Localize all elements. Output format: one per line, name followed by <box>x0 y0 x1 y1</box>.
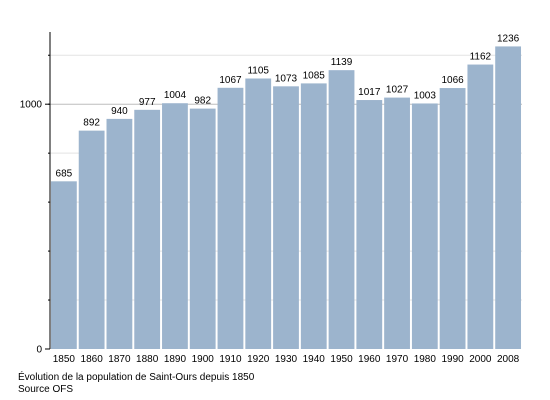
data-label-1980: 1003 <box>414 90 437 101</box>
data-label-1970: 1027 <box>386 85 409 96</box>
x-tick-label-1860: 1860 <box>81 354 104 365</box>
data-label-1920: 1105 <box>247 65 269 76</box>
data-label-1950: 1139 <box>331 57 353 68</box>
bar-1950 <box>328 70 355 350</box>
data-label-1860: 892 <box>83 118 100 129</box>
chart-caption: Évolution de la population de Saint-Ours… <box>18 372 255 383</box>
y-tick-label-0: 0 <box>36 345 42 356</box>
bar-1870 <box>106 118 133 349</box>
x-tick-label-1940: 1940 <box>303 354 326 365</box>
x-tick-label-1920: 1920 <box>247 354 270 365</box>
x-tick-label-1910: 1910 <box>219 354 242 365</box>
x-tick-label-1930: 1930 <box>275 354 298 365</box>
x-tick-label-1950: 1950 <box>330 354 353 365</box>
data-label-1990: 1066 <box>441 75 464 86</box>
x-tick-label-1850: 1850 <box>53 354 76 365</box>
data-label-1930: 1073 <box>275 73 298 84</box>
x-tick-label-1900: 1900 <box>192 354 215 365</box>
bars <box>50 46 522 350</box>
bar-1900 <box>189 108 216 349</box>
data-label-1900: 982 <box>194 96 211 107</box>
y-tick-label-1000: 1000 <box>20 100 43 111</box>
bar-1860 <box>78 130 105 349</box>
bar-2008 <box>495 46 522 350</box>
x-tick-label-1890: 1890 <box>164 354 187 365</box>
x-axis-tick-labels: 1850 1860 1870 1880 1890 1900 1910 1920 1930 1940… <box>53 354 520 365</box>
data-label-1870: 940 <box>111 106 128 117</box>
bar-1930 <box>273 86 299 350</box>
bar-1980 <box>411 103 438 349</box>
bar-2000 <box>467 64 494 350</box>
bar-1920 <box>245 78 272 349</box>
data-label-1850: 685 <box>56 168 73 179</box>
bar-1960 <box>356 100 383 350</box>
data-label-1880: 977 <box>139 97 156 108</box>
data-labels: 685 892 940 977 1004 982 1067 1105 1073 1085 1139 1… <box>56 33 520 179</box>
bar-1990 <box>439 88 466 349</box>
data-label-1910: 1067 <box>219 75 242 86</box>
bar-1850 <box>50 181 77 349</box>
data-label-2008: 1236 <box>497 33 520 44</box>
data-label-1940: 1085 <box>303 70 326 81</box>
bar-1940 <box>300 83 327 349</box>
chart-source: Source OFS <box>18 384 74 395</box>
bar-1910 <box>217 87 244 349</box>
data-label-2000: 1162 <box>470 52 492 63</box>
x-tick-label-1870: 1870 <box>108 354 131 365</box>
x-tick-label-1980: 1980 <box>414 354 437 365</box>
bar-1880 <box>134 109 161 349</box>
bar-1970 <box>384 97 410 350</box>
data-label-1890: 1004 <box>164 90 187 101</box>
x-tick-label-1960: 1960 <box>358 354 381 365</box>
data-label-1960: 1017 <box>358 87 381 98</box>
x-tick-label-2008: 2008 <box>497 354 520 365</box>
x-tick-label-1880: 1880 <box>136 354 159 365</box>
x-tick-label-1970: 1970 <box>386 354 409 365</box>
bar-1890 <box>162 103 188 350</box>
x-tick-label-1990: 1990 <box>441 354 464 365</box>
y-axis: 0 1000 <box>20 32 51 356</box>
x-tick-label-2000: 2000 <box>469 354 492 365</box>
